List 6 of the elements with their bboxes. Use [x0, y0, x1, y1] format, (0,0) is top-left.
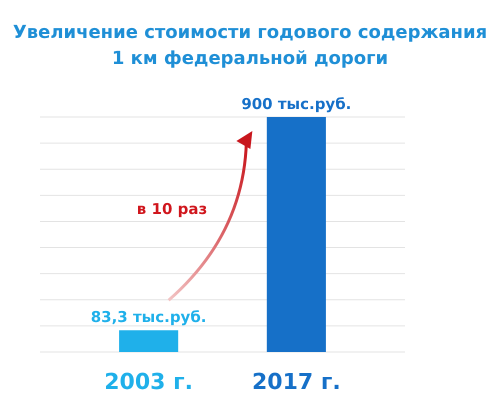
x-tick-label: 2017 г. [252, 370, 341, 395]
data-label: 83,3 тыс.руб. [90, 308, 207, 326]
data-label: 900 тыс.руб. [241, 95, 352, 113]
annotation: в 10 раз [136, 200, 208, 218]
chart-title: Увеличение стоимости годового содержания 1 км федеральной дороги [12, 22, 488, 69]
x-tick-label: 2003 г. [104, 370, 194, 395]
